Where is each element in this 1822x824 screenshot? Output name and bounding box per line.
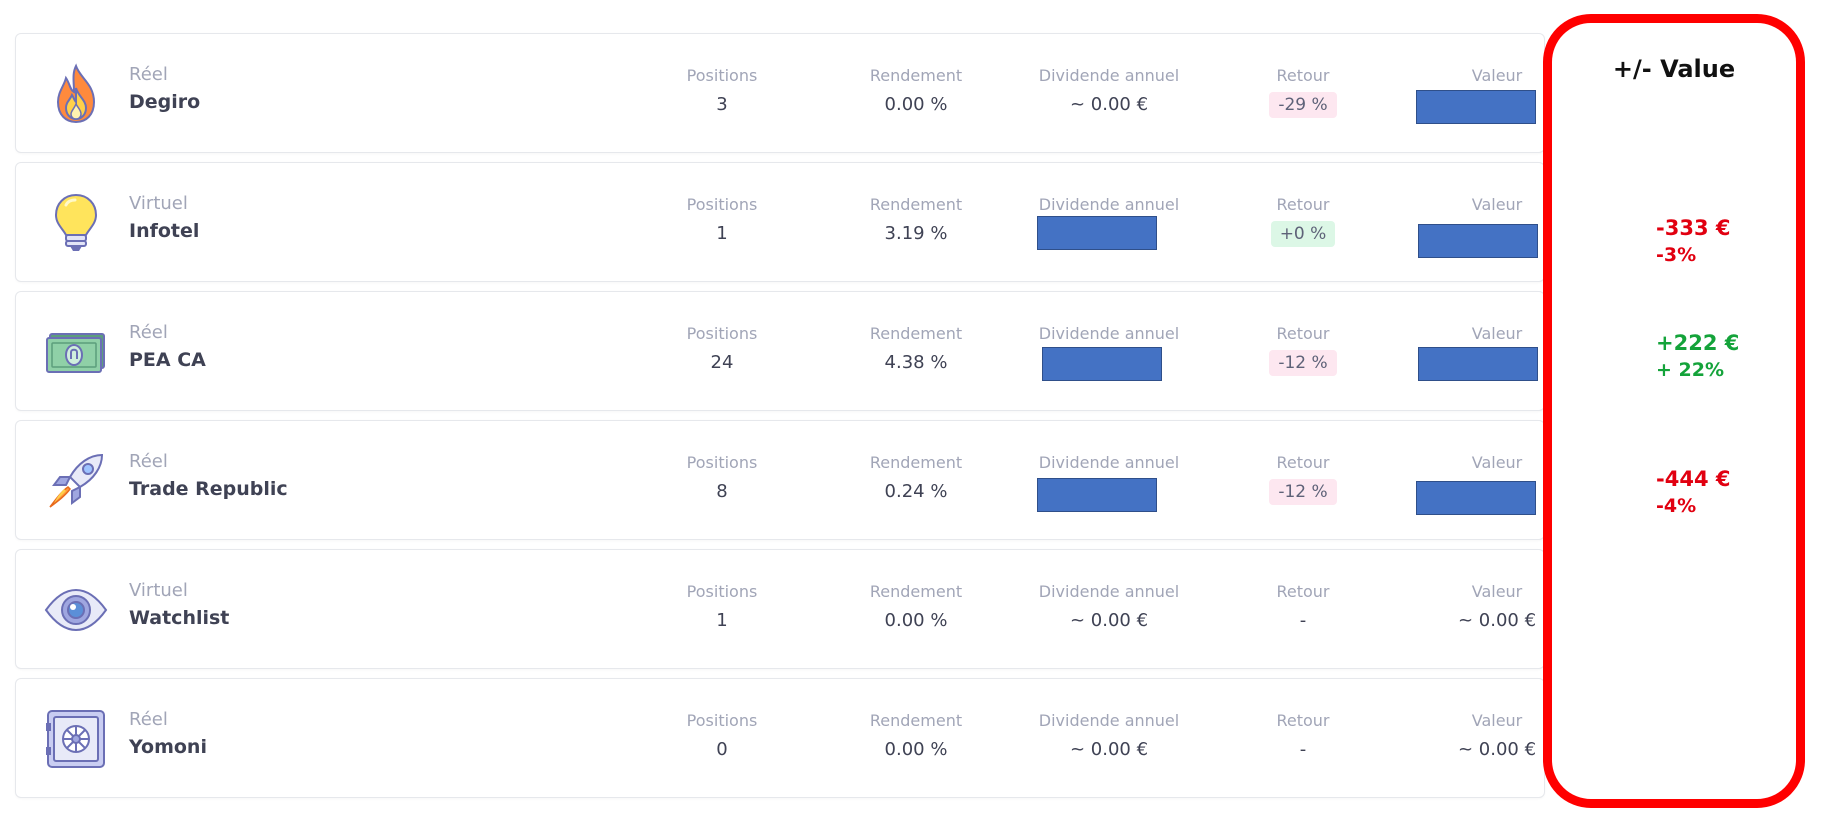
account-name: Watchlist	[129, 607, 230, 629]
account-card-pea-ca[interactable]: Réel PEA CA Positions 24 Rendement 4.38 % …	[15, 291, 1545, 411]
valeur-label: Valeur	[1471, 711, 1523, 730]
rendement-label: Rendement	[869, 711, 963, 730]
safe-icon	[44, 707, 108, 771]
dividende-label: Dividende annuel	[1038, 324, 1180, 343]
positions-label: Positions	[686, 582, 758, 601]
highlight-title: +/- Value	[1612, 55, 1736, 83]
redacted-valeur	[1416, 481, 1536, 515]
account-name: Yomoni	[129, 736, 207, 758]
valeur-label: Valeur	[1471, 324, 1523, 343]
redacted-valeur	[1418, 224, 1538, 258]
pv-amount: +222 €	[1656, 331, 1740, 355]
account-card-infotel[interactable]: Virtuel Infotel Positions 1 Rendement 3.19…	[15, 162, 1545, 282]
account-name: Degiro	[129, 91, 201, 113]
redacted-dividende	[1037, 216, 1157, 250]
dividende-label: Dividende annuel	[1038, 582, 1180, 601]
account-name: PEA CA	[129, 349, 206, 371]
positions-label: Positions	[686, 324, 758, 343]
account-card-trade-republic[interactable]: Réel Trade Republic Positions 8 Rendement…	[15, 420, 1545, 540]
rocket-icon	[44, 449, 108, 513]
rendement-value: 0.00 %	[884, 739, 948, 760]
account-card-watchlist[interactable]: Virtuel Watchlist Positions 1 Rendement 0.…	[15, 549, 1545, 669]
rendement-value: 3.19 %	[884, 223, 948, 244]
fire-icon	[44, 62, 108, 126]
redacted-valeur	[1418, 347, 1538, 381]
valeur-label: Valeur	[1471, 195, 1523, 214]
plus-minus-value-pea-ca: +222 € + 22%	[1656, 329, 1739, 383]
positions-value: 3	[716, 94, 728, 115]
account-name: Infotel	[129, 220, 200, 242]
rendement-value: 0.00 %	[884, 94, 948, 115]
account-card-degiro[interactable]: Réel Degiro Positions 3 Rendement 0.00 % D…	[15, 33, 1545, 153]
pv-amount: -333 €	[1656, 216, 1731, 240]
valeur-label: Valeur	[1471, 453, 1523, 472]
retour-label: Retour	[1276, 195, 1330, 214]
dividende-value: ~ 0.00 €	[1069, 94, 1149, 115]
account-type: Réel	[129, 64, 168, 85]
positions-label: Positions	[686, 195, 758, 214]
retour-value: -	[1299, 739, 1307, 760]
rendement-label: Rendement	[869, 453, 963, 472]
account-type: Réel	[129, 322, 168, 343]
valeur-label: Valeur	[1471, 66, 1523, 85]
rendement-label: Rendement	[869, 582, 963, 601]
rendement-value: 0.24 %	[884, 481, 948, 502]
pv-percent: -4%	[1656, 495, 1697, 517]
dividende-label: Dividende annuel	[1038, 195, 1180, 214]
pv-percent: + 22%	[1656, 359, 1725, 381]
positions-value: 24	[710, 352, 734, 373]
lightbulb-icon	[44, 191, 108, 255]
rendement-label: Rendement	[869, 195, 963, 214]
rendement-label: Rendement	[869, 66, 963, 85]
dividende-label: Dividende annuel	[1038, 453, 1180, 472]
positions-label: Positions	[686, 453, 758, 472]
rendement-value: 0.00 %	[884, 610, 948, 631]
account-card-yomoni[interactable]: Réel Yomoni Positions 0 Rendement 0.00 % D…	[15, 678, 1545, 798]
retour-label: Retour	[1276, 66, 1330, 85]
positions-value: 8	[716, 481, 728, 502]
account-type: Virtuel	[129, 580, 188, 601]
redacted-valeur	[1416, 90, 1536, 124]
plus-minus-value-highlight: +/- Value -333 € -3% +222 € + 22% -444 €…	[1543, 14, 1805, 808]
accounts-list: Réel Degiro Positions 3 Rendement 0.00 % D…	[15, 33, 1545, 807]
plus-minus-value-infotel: -333 € -3%	[1656, 214, 1730, 268]
retour-label: Retour	[1276, 453, 1330, 472]
redacted-dividende	[1042, 347, 1162, 381]
pv-amount: -444 €	[1656, 467, 1731, 491]
rendement-value: 4.38 %	[884, 352, 948, 373]
account-name: Trade Republic	[129, 478, 288, 500]
retour-badge: +0 %	[1270, 221, 1336, 247]
valeur-value: ~ 0.00 €	[1457, 739, 1537, 760]
positions-value: 0	[716, 739, 728, 760]
pv-percent: -3%	[1656, 244, 1697, 266]
dividende-value: ~ 0.00 €	[1069, 610, 1149, 631]
retour-badge: -12 %	[1269, 350, 1337, 376]
account-type: Virtuel	[129, 193, 188, 214]
dividende-label: Dividende annuel	[1038, 66, 1180, 85]
positions-value: 1	[716, 223, 728, 244]
valeur-label: Valeur	[1471, 582, 1523, 601]
retour-label: Retour	[1276, 324, 1330, 343]
banknote-icon	[44, 320, 108, 384]
valeur-value: ~ 0.00 €	[1457, 610, 1537, 631]
rendement-label: Rendement	[869, 324, 963, 343]
positions-value: 1	[716, 610, 728, 631]
retour-badge: -29 %	[1269, 92, 1337, 118]
retour-badge: -12 %	[1269, 479, 1337, 505]
account-type: Réel	[129, 709, 168, 730]
positions-label: Positions	[686, 66, 758, 85]
eye-icon	[44, 578, 108, 642]
redacted-dividende	[1037, 478, 1157, 512]
retour-value: -	[1299, 610, 1307, 631]
dividende-value: ~ 0.00 €	[1069, 739, 1149, 760]
plus-minus-value-trade-republic: -444 € -4%	[1656, 465, 1730, 519]
account-type: Réel	[129, 451, 168, 472]
retour-label: Retour	[1276, 711, 1330, 730]
retour-label: Retour	[1276, 582, 1330, 601]
dividende-label: Dividende annuel	[1038, 711, 1180, 730]
positions-label: Positions	[686, 711, 758, 730]
